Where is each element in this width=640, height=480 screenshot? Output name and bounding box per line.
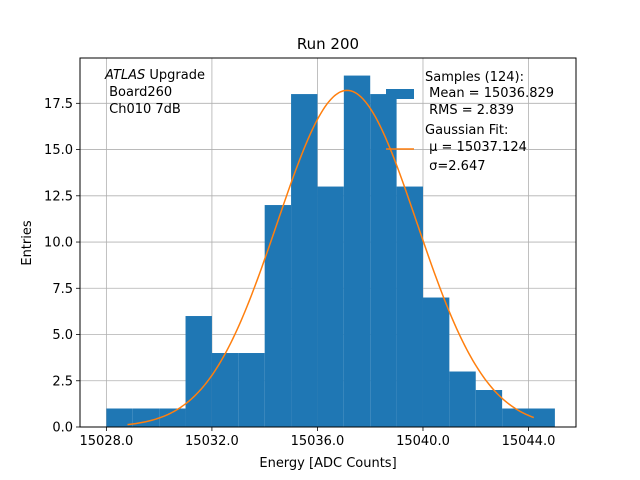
annotation-atlas: ATLAS	[104, 68, 145, 83]
legend-samples-title: Samples (124):	[425, 70, 524, 85]
y-axis-label: Entries	[20, 220, 35, 266]
histogram-bar	[132, 408, 160, 427]
histogram-bar	[343, 75, 371, 428]
histogram-bar	[396, 186, 423, 427]
histogram-bar	[159, 408, 186, 427]
y-tick-label: 5.0	[52, 328, 73, 343]
y-tick-label: 10.0	[44, 236, 73, 251]
legend-fit-sigma: σ=2.647	[425, 159, 485, 174]
annotation-upgrade: Upgrade	[145, 68, 205, 83]
histogram-bar	[291, 94, 318, 427]
y-tick-label: 17.5	[44, 97, 73, 112]
annotation-line-2: Board260	[105, 85, 172, 100]
x-tick-label: 15036.0	[291, 434, 345, 449]
annotation-line-3: Ch010 7dB	[105, 102, 181, 117]
x-tick-label: 15040.0	[396, 434, 450, 449]
x-tick-label: 15032.0	[185, 434, 239, 449]
histogram-bar	[370, 94, 397, 427]
legend-fit-title: Gaussian Fit:	[425, 123, 508, 138]
histogram-bar	[317, 186, 344, 427]
legend-samples-rms: RMS = 2.839	[425, 103, 514, 118]
chart-title: Run 200	[297, 35, 359, 53]
histogram-bar	[449, 371, 476, 427]
histogram-bar	[211, 353, 239, 427]
x-axis-label: Energy [ADC Counts]	[259, 456, 396, 471]
histogram-bar	[422, 297, 450, 427]
gaussian-fit	[127, 89, 535, 426]
gaussian-fit-curve	[127, 89, 535, 426]
x-tick-label: 15028.0	[80, 434, 134, 449]
histogram-bar	[264, 205, 292, 427]
y-tick-label: 2.5	[52, 374, 73, 389]
y-tick-label: 12.5	[44, 189, 73, 204]
annotation-line-1: ATLAS Upgrade	[104, 68, 205, 83]
histogram-bar	[106, 408, 133, 427]
y-axis-ticks: 0.0 2.5 5.0 7.5 10.0 12.5 15.0 17.5	[44, 97, 80, 436]
x-tick-label: 15044.0	[502, 434, 556, 449]
legend-samples-mean: Mean = 15036.829	[425, 86, 554, 101]
histogram-bar	[238, 353, 265, 427]
histogram-bar	[185, 316, 212, 427]
legend: Samples (124): Mean = 15036.829 RMS = 2.…	[386, 70, 554, 174]
y-tick-label: 15.0	[44, 143, 73, 158]
legend-samples-swatch	[386, 89, 414, 99]
histogram-bars	[106, 75, 555, 428]
plot-frame	[79, 57, 577, 428]
info-annotation: ATLAS Upgrade Board260 Ch010 7dB	[104, 68, 205, 117]
y-tick-label: 0.0	[52, 421, 73, 436]
legend-fit-mu: μ = 15037.124	[425, 140, 527, 155]
y-tick-label: 7.5	[52, 282, 73, 297]
histogram-bar	[528, 408, 555, 427]
histogram-bar	[502, 408, 529, 427]
histogram-bar	[475, 390, 503, 427]
x-axis-ticks: 15028.0 15032.0 15036.0 15040.0 15044.0	[80, 427, 556, 449]
